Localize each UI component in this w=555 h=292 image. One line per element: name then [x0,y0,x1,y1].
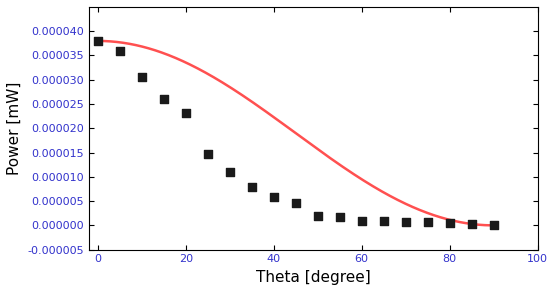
Point [137,75,146,80]
Point [159,97,168,102]
Point [291,200,300,205]
Point [401,220,410,224]
Point [181,110,190,115]
Point [489,223,498,227]
Point [248,184,256,189]
Point [445,221,454,225]
Point [93,39,102,43]
Point [269,195,278,199]
Point [203,151,212,156]
Point [313,214,322,219]
Point [225,170,234,174]
Point [115,48,124,53]
X-axis label: Theta [degree]: Theta [degree] [256,270,371,285]
Point [467,222,476,226]
Point [335,215,344,220]
Point [357,218,366,223]
Y-axis label: Power [mW]: Power [mW] [7,81,22,175]
Point [423,220,432,225]
Point [379,219,388,224]
